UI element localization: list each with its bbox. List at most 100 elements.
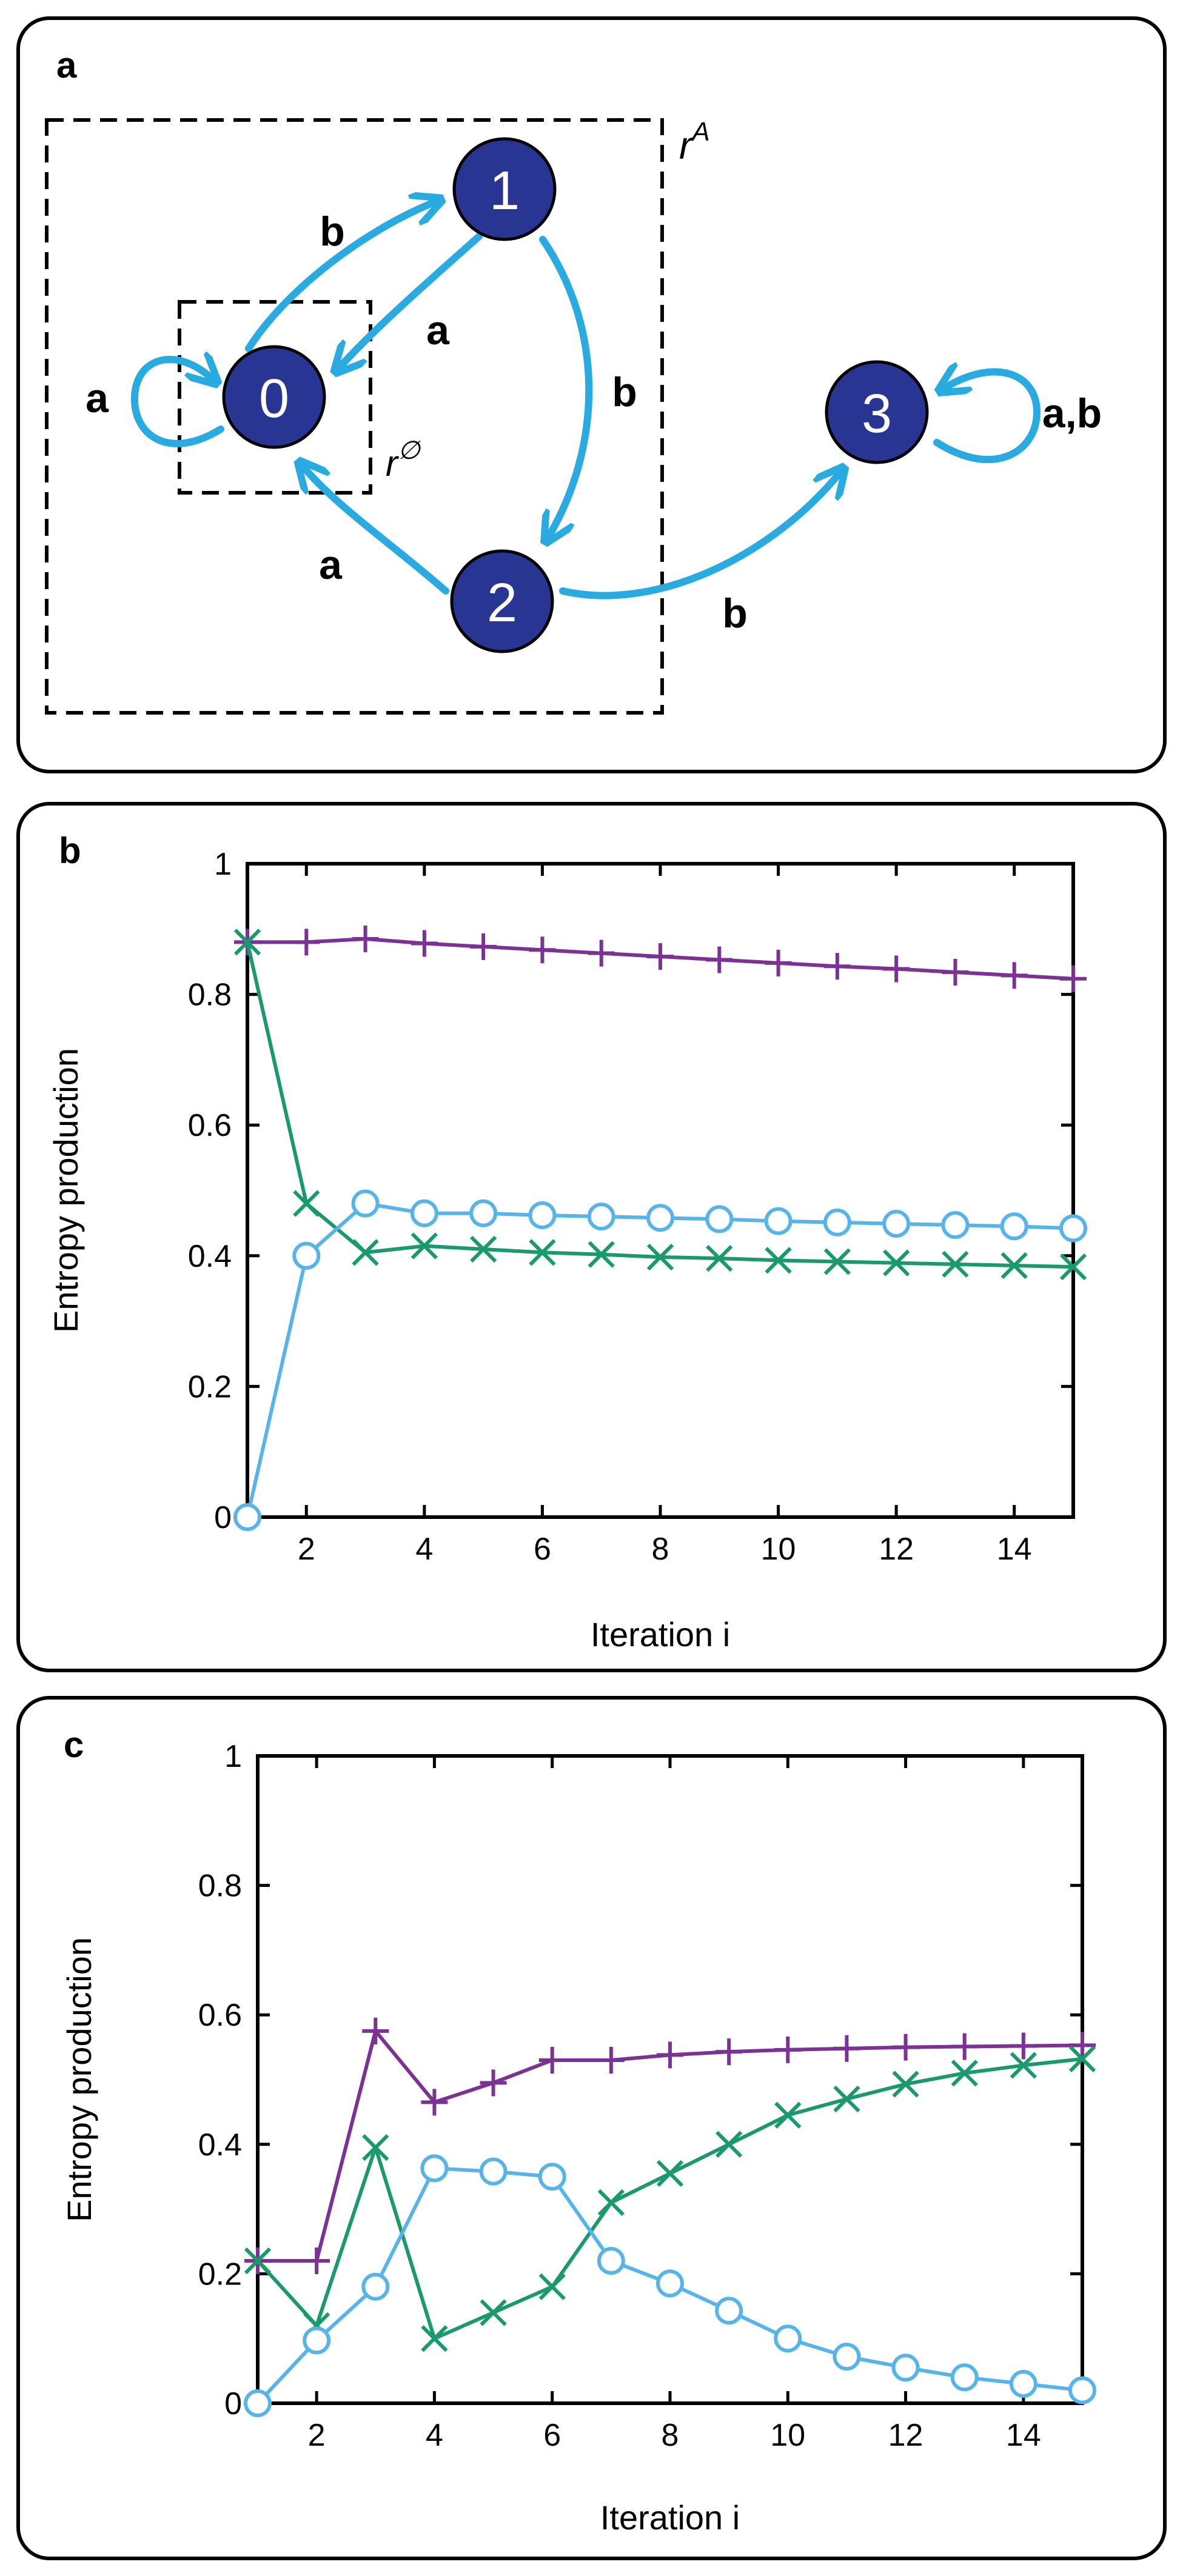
inner-region-box: [178, 300, 372, 495]
chart-c-series-plus-point: [362, 2017, 389, 2044]
edge-label-self-0: a: [85, 375, 109, 421]
outer-region-box: [45, 118, 664, 715]
chart-c-series-circle-point: [833, 2343, 861, 2371]
chart-b-series-cross-point: [883, 1249, 910, 1276]
edge-label-1-to-0: a: [426, 307, 450, 353]
chart-c-series-cross-point: [1068, 2045, 1096, 2072]
chart-c-series-plus-point: [421, 2089, 448, 2116]
chart-b-series-plus-point: [293, 929, 320, 956]
chart-b-series-cross-point: [706, 1244, 733, 1272]
chart-b-series-plus-point: [352, 925, 379, 952]
chart-c-series-circle-point: [361, 2272, 390, 2301]
chart-c-series-circle-point: [244, 2389, 272, 2417]
chart-b-series-plus-point: [823, 953, 851, 980]
chart-b-series-circle-point: [1000, 1212, 1028, 1241]
chart-c-x-tick-label: 6: [543, 2418, 561, 2453]
chart-c-y-tick-label: 0.4: [198, 2127, 242, 2163]
chart-c-x-axis-label: Iteration i: [600, 2498, 740, 2537]
chart-c-y-tick-label: 0.8: [198, 1869, 242, 1904]
panel-b: b: [16, 802, 1167, 1672]
chart-b-x-tick-label: 12: [879, 1532, 914, 1567]
edge-label-1-to-2: b: [612, 369, 637, 415]
chart-b-x-tick-label: 6: [534, 1532, 551, 1567]
chart-b-series-cross-point: [529, 1239, 556, 1266]
chart-b-series-cross-point: [942, 1250, 969, 1278]
chart-c-series-cross-point: [421, 2325, 448, 2352]
node-1: [452, 137, 557, 241]
chart-b-series-circle-point: [233, 1503, 261, 1531]
node-3: [825, 360, 929, 464]
chart-b-x-tick-label: 10: [761, 1532, 796, 1567]
chart-c-series-plus-point: [833, 2035, 860, 2062]
chart-b-series-plus-point: [1000, 962, 1028, 989]
chart-c-series-plus-point: [597, 2046, 625, 2074]
edge-2-to-3: [559, 473, 840, 599]
edge-label-2-to-0: a: [319, 542, 343, 588]
chart-b-series-circle-point: [351, 1189, 380, 1218]
chart-b-series-cross-point: [646, 1243, 674, 1271]
chart-b-series-cross-point: [765, 1247, 792, 1274]
edge-2-to-0: [303, 467, 449, 595]
chart-b-series-circle-point: [1059, 1214, 1087, 1243]
chart-c-y-tick-label: 0.2: [198, 2257, 242, 2292]
chart-b-series-circle-point: [292, 1241, 321, 1270]
chart-b-y-tick-label: 0.8: [188, 978, 232, 1013]
chart-c-series-cross-point: [480, 2299, 507, 2326]
edge-label-0-to-1: b: [320, 209, 345, 255]
chart-b-series-circle-point: [823, 1208, 851, 1236]
chart-b-series-plus-point: [588, 939, 615, 967]
chart-c-series-plus-point: [480, 2069, 507, 2097]
chart-c-y-axis-label: Entropy production: [60, 1937, 98, 2222]
chart-b-y-tick-label: 0.4: [188, 1239, 232, 1274]
edge-self-3: [937, 372, 1041, 464]
chart-c-series-circle-point: [891, 2354, 920, 2382]
chart-c-series-cross-point: [774, 2101, 802, 2129]
node-2: [450, 549, 554, 653]
edge-self-0: [130, 359, 221, 447]
chart-c-y-tick-label: 0: [224, 2386, 242, 2421]
edge-label-self-3: a,b: [1042, 390, 1102, 436]
chart-b-series-plus-point: [411, 930, 438, 957]
chart-b-series-plus-point: [942, 958, 969, 986]
chart-b-series-plus-point: [647, 943, 674, 970]
chart-b-series-circle-point: [469, 1199, 498, 1227]
chart-c-x-tick-label: 14: [1006, 2418, 1041, 2453]
chart-c-series-plus-point: [303, 2247, 330, 2275]
chart-c-series-plus-point: [657, 2041, 683, 2069]
chart-c-series-cross-point: [538, 2273, 566, 2300]
chart-c-series-circle-point: [656, 2269, 684, 2298]
chart-c-series-cross-point: [892, 2070, 919, 2098]
chart-c-series-plus-point: [1069, 2032, 1096, 2059]
edge-0-to-1: [245, 202, 435, 352]
chart-b-series-circle-point: [528, 1201, 557, 1229]
chart-b-series-cross-point: [470, 1235, 497, 1263]
chart-b-series-circle-point: [882, 1209, 911, 1238]
chart-b-series-cross-point: [588, 1241, 615, 1268]
chart-c-series-cross-point: [833, 2085, 860, 2113]
chart-b-series-cross-point: [233, 929, 261, 956]
chart-c-series-cross-point: [656, 2160, 684, 2187]
chart-c-x-tick-label: 8: [662, 2418, 679, 2453]
chart-c-series-cross-point: [362, 2134, 389, 2161]
chart-b-x-axis-label: Iteration i: [591, 1615, 730, 1653]
edge-1-to-0: [340, 233, 483, 367]
node-3-label: 3: [862, 384, 892, 444]
chart-c-series-plus-point: [715, 2038, 743, 2066]
chart-b-series-circle-point: [410, 1199, 438, 1227]
chart-b-series-cross-point: [411, 1232, 438, 1260]
chart-b-series-plus-point: [706, 946, 733, 973]
chart-b-series-plus-point: [529, 936, 556, 964]
chart-c-series-circle-point: [1009, 2369, 1037, 2398]
chart-c-series-circle-point: [420, 2154, 449, 2183]
chart-c-series-plus-point: [1010, 2032, 1037, 2060]
chart-b-series-cross-point: [352, 1239, 379, 1266]
edge-1-to-2: [539, 236, 593, 536]
chart-c-y-tick-label: 1: [224, 1739, 242, 1774]
chart-b-series-cross-point: [1000, 1252, 1028, 1280]
chart-b-x-tick-label: 2: [298, 1532, 315, 1567]
node-0-label: 0: [259, 369, 289, 429]
chart-c-x-tick-label: 2: [308, 2418, 326, 2453]
chart-c-series-plus-point: [774, 2036, 802, 2063]
